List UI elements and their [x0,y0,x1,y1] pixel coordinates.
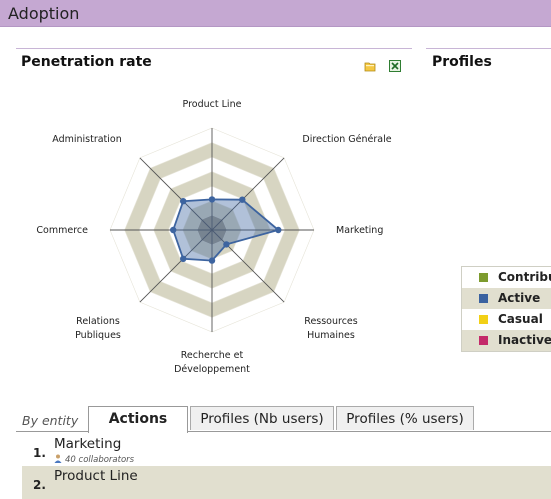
page-title: Adoption [8,4,80,23]
radar-axis-label: Ressources Humaines [304,316,358,341]
user-icon [54,454,62,463]
radar-point [170,226,177,234]
legend-label-casual: Casual [498,312,543,326]
radar-point [180,255,187,262]
radar-axis-line [139,157,213,231]
penetration-panel-title: Penetration rate [21,54,152,70]
radar-point [180,198,187,205]
row-entity-name: Product Line [54,468,138,484]
legend-swatch-contributor [479,273,488,282]
page-header: Adoption [0,0,551,27]
excel-export-icon[interactable] [389,57,401,72]
row-entity-name: Marketing [54,436,122,452]
row-collaborators-text: 40 collaborators [65,455,135,465]
radar-axis-label: Commerce [36,225,88,236]
radar-series [170,196,282,264]
radar-point [223,241,230,248]
tab-actions[interactable]: Actions [88,406,188,433]
radar-axis-label: Direction Générale [302,134,391,145]
radar-point [239,196,246,203]
legend-item-contributor: Contribut [462,267,551,288]
radar-axis-label: Relations Publiques [75,316,121,341]
row-collaborators: 40 collaborators [54,454,134,465]
tab-profiles-nb-users[interactable]: Profiles (Nb users) [190,406,334,430]
profiles-panel-rule [426,48,551,49]
radar-axis-label: Marketing [336,225,383,236]
table-row[interactable]: 1. Marketing 40 collaborators [22,434,551,467]
entity-tabs: By entity Actions Profiles (Nb users) Pr… [16,405,551,433]
legend-label-active: Active [498,291,541,305]
legend-swatch-active [479,294,488,303]
radar-axis-label: Product Line [183,99,242,110]
penetration-panel-rule [16,48,412,49]
row-rank: 1. [33,446,46,460]
tab-profiles-pct-users[interactable]: Profiles (% users) [336,406,474,430]
radar-axis-line [211,229,285,303]
legend-swatch-casual [479,315,488,324]
radar-axis-line [139,229,213,303]
legend-item-inactive: Inactive [462,330,551,351]
penetration-radar-chart: Product Line Direction Générale Marketing R… [36,99,391,375]
legend-label-inactive: Inactive [498,333,551,347]
radar-point [275,226,282,234]
radar-axis-line [211,157,285,231]
legend-swatch-inactive [479,336,488,345]
table-row[interactable]: 2. Product Line [22,466,551,499]
folder-icon[interactable] [364,57,376,72]
legend-item-active: Active [462,288,551,309]
radar-labels: Product Line Direction Générale Marketing R… [36,99,391,375]
legend-label-contributor: Contribut [498,270,551,284]
radar-point [208,196,216,203]
tabs-caption: By entity [22,413,79,428]
radar-point [208,257,216,264]
profiles-legend: Contribut Active Casual Inactive [461,266,551,352]
legend-item-casual: Casual [462,309,551,330]
row-rank: 2. [33,478,46,492]
radar-axis-label: Administration [52,134,122,145]
profiles-panel-title: Profiles [432,54,492,70]
radar-axis-label: Recherche et Développement [174,350,250,375]
